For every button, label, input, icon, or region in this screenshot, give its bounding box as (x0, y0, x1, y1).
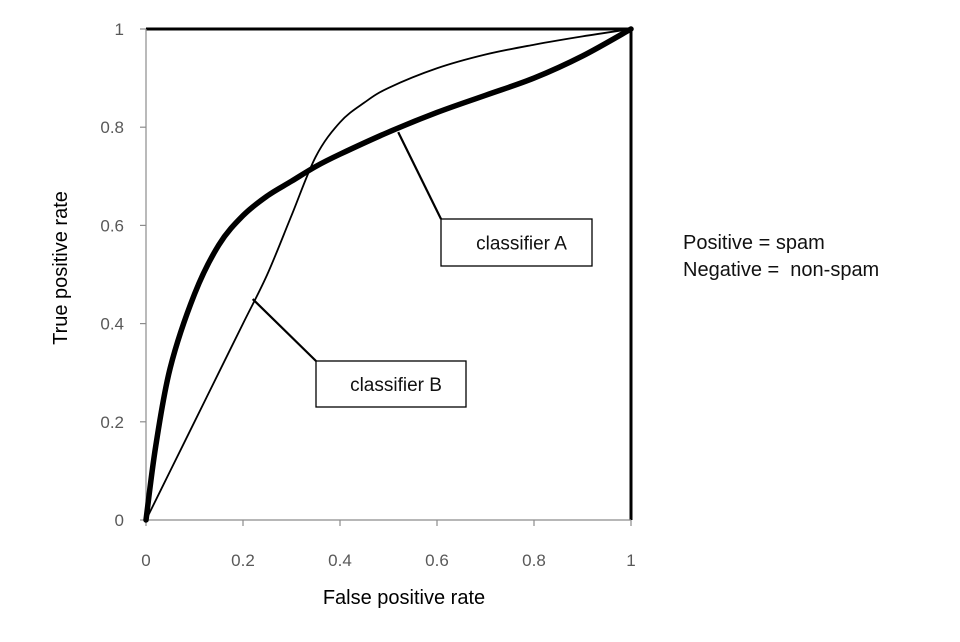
x-tick-label: 0.2 (231, 551, 255, 570)
y-tick-label: 0.8 (100, 118, 124, 137)
series-line-classifier-a (143, 26, 634, 523)
plot-frame (145, 27, 633, 521)
x-axis-ticks: 0 0.2 0.4 0.6 0.8 1 (141, 520, 636, 570)
series-layer (143, 26, 634, 523)
x-tick-label: 1 (626, 551, 635, 570)
x-axis-label: False positive rate (323, 587, 485, 609)
x-tick-label: 0.6 (425, 551, 449, 570)
y-tick-label: 0.6 (100, 216, 124, 235)
y-tick-label: 1 (115, 20, 124, 39)
callout-layer: classifier A classifier B (251, 131, 593, 408)
x-tick-label: 0 (141, 551, 150, 570)
x-tick-label: 0.8 (522, 551, 546, 570)
y-axis-ticks: 0 0.2 0.4 0.6 0.8 1 (100, 20, 146, 530)
callout-leader-classifier-a (397, 131, 442, 220)
callout-box-classifier-a (440, 218, 593, 267)
callout-leader-classifier-b (251, 298, 317, 362)
callout-box-classifier-b (315, 360, 467, 408)
series-line-classifier-b (145, 28, 632, 521)
y-tick-label: 0.2 (100, 413, 124, 432)
callout-label-classifier-b: classifier B (350, 375, 442, 396)
y-tick-label: 0 (115, 511, 124, 530)
y-axis-label: True positive rate (50, 191, 72, 345)
callout-label-classifier-a: classifier A (476, 234, 567, 255)
x-tick-label: 0.4 (328, 551, 352, 570)
class-definition-note: Positive = spam Negative = non-spam (683, 230, 879, 284)
negative-definition: Negative = non-spam (683, 259, 880, 281)
positive-definition: Positive = spam (683, 232, 825, 254)
y-tick-label: 0.4 (100, 315, 124, 334)
